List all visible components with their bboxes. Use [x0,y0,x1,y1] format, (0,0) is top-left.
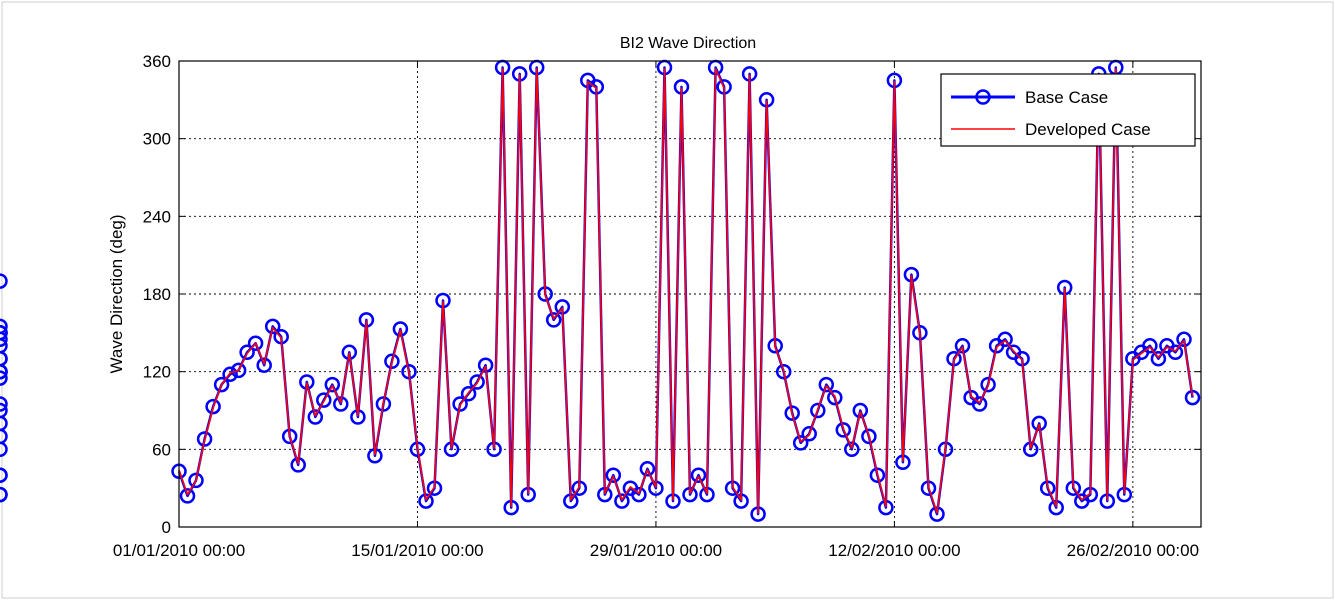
legend-developed-label: Developed Case [1025,120,1151,139]
base-case-point [971,396,988,412]
base-case-point [307,409,324,425]
base-case-point [247,335,264,351]
y-axis-label: Wave Direction (deg) [107,214,126,373]
base-case-point [0,441,8,458]
legend-base-label: Base Case [1025,88,1108,107]
base-case-point [0,396,8,412]
base-case-point [0,338,8,354]
base-case-point [1167,344,1184,361]
base-case-point [810,402,826,419]
base-case-point [0,428,8,445]
chart-title: BI2 Wave Direction [620,35,756,52]
base-case-point [239,344,255,361]
base-case-point [392,321,409,337]
base-case-point [784,405,800,421]
base-case-point [1142,338,1158,354]
base-case-point [997,331,1013,348]
base-case-point [0,467,8,483]
y-tick-label: 60 [152,440,171,459]
base-case-point [196,431,213,447]
base-case-point [844,441,860,458]
base-case-point [861,428,877,445]
base-case-point [835,422,852,438]
base-case-point [0,486,8,503]
base-case-point [264,318,281,335]
base-case-point [0,331,8,348]
y-tick-label: 240 [143,207,171,226]
x-tick-label: 15/01/2010 00:00 [351,541,483,560]
base-case-point [0,318,8,335]
base-case-point [188,472,204,489]
base-case-point [316,392,332,408]
base-case-point [179,488,196,504]
base-case-point [418,493,434,509]
base-case-point [827,389,843,406]
base-case-point [545,312,562,328]
base-case-point [614,493,630,509]
base-case-point [205,398,221,415]
base-case-point [852,402,869,419]
base-case-point [256,357,272,373]
base-case-point [0,402,8,419]
base-case-point [0,363,8,380]
x-tick-label: 12/02/2010 00:00 [828,541,960,560]
y-tick-label: 120 [143,363,171,382]
tick-layer: 0 60 120 180 240 300 360 01/01/2010 00:00 15/01/… [113,52,1201,560]
base-case-point [0,325,8,341]
base-case-point [605,467,622,483]
base-case-point [690,467,707,483]
base-case-point [631,486,647,503]
base-case-point [384,353,400,370]
base-case-point [324,376,341,393]
base-case-point [460,385,477,402]
y-tick-label: 300 [143,130,171,149]
base-case-point [452,396,468,412]
base-case-point [375,396,392,412]
base-case-point [1150,350,1167,367]
x-tick-label: 01/01/2010 00:00 [113,541,245,560]
legend-box [940,73,1196,147]
series-line-developed-case [178,68,1194,514]
y-tick-label: 180 [143,285,171,304]
base-case-point [0,370,8,386]
series-layer [0,59,1201,522]
base-case-point [0,273,8,289]
legend: Base Case Developed Case [940,73,1196,147]
base-case-point [869,467,886,483]
base-case-point [980,376,996,393]
base-case-point [801,426,817,442]
y-tick-label: 0 [162,518,171,537]
base-case-point [0,415,8,432]
base-case-point [333,396,349,412]
base-case-point [0,350,8,367]
base-case-point [222,366,238,383]
legend-base-marker [975,89,991,105]
base-case-point [213,376,230,393]
base-case-point [775,363,792,380]
base-case-point [639,461,656,477]
base-case-point [954,338,971,354]
x-tick-label: 26/02/2010 00:00 [1067,541,1199,560]
base-case-point [792,435,809,451]
base-case-point [469,374,485,390]
base-case-point [230,362,247,379]
base-case-point [818,376,835,393]
x-tick-label: 29/01/2010 00:00 [590,541,722,560]
y-tick-label: 360 [143,52,171,71]
